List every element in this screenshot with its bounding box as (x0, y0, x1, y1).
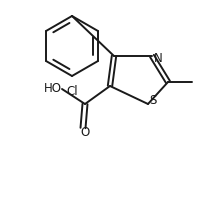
Text: S: S (149, 94, 157, 108)
Text: Cl: Cl (66, 85, 78, 98)
Text: HO: HO (44, 82, 62, 95)
Text: N: N (154, 52, 162, 65)
Text: O: O (80, 125, 90, 139)
